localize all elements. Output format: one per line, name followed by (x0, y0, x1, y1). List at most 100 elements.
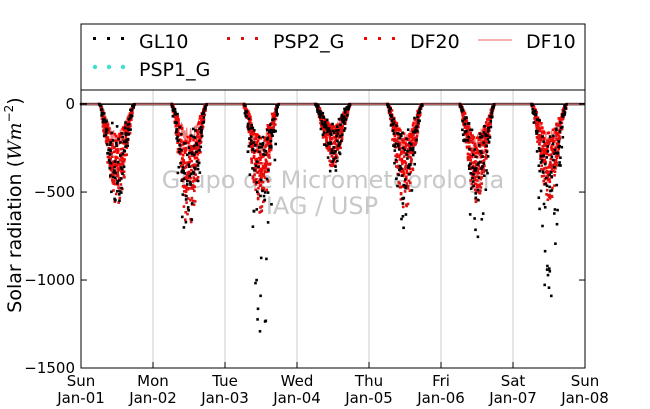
df20-point (257, 180, 261, 183)
gl10-point (478, 160, 482, 164)
psp2-g-point (470, 173, 474, 176)
psp2-g-point (266, 162, 270, 166)
df20-point (267, 153, 271, 157)
psp2-g-point (477, 142, 481, 145)
gl10-point (195, 160, 199, 163)
df20-point (121, 147, 125, 150)
df20-point (539, 152, 543, 155)
psp2-g-point (331, 162, 335, 166)
psp2-g-point (269, 127, 272, 130)
legend-marker-sample (378, 37, 381, 40)
gl10-point (397, 132, 400, 136)
x-tick-label-date: Jan-06 (416, 389, 465, 407)
gl10-point (337, 117, 341, 121)
gl10-point (266, 136, 269, 140)
df20-point (408, 145, 411, 148)
psp2-g-point (121, 138, 124, 142)
psp2-g-point (398, 144, 402, 147)
gl10-point (555, 128, 558, 132)
psp2-g-point (187, 170, 191, 174)
psp2-g-point (475, 170, 478, 174)
gl10-point (129, 116, 132, 120)
psp2-g-point (477, 184, 481, 187)
df20-point (188, 149, 191, 152)
gl10-point (330, 151, 333, 155)
df20-point (412, 138, 415, 142)
df20-point (114, 139, 118, 143)
psp2-g-point (185, 201, 188, 204)
legend-marker-sample (364, 37, 367, 40)
df20-point (395, 122, 399, 125)
df20-point (467, 125, 471, 128)
gl10-point (193, 153, 196, 157)
psp2-g-point (488, 134, 491, 137)
x-tick-label-day: Thu (354, 372, 383, 390)
legend-marker-sample (107, 37, 110, 40)
psp2-g-point (187, 161, 191, 164)
gl10-point (200, 134, 204, 138)
df20-point (463, 112, 467, 115)
gl10-point (112, 171, 116, 174)
gl10-point (263, 191, 267, 194)
df20-point (543, 158, 546, 162)
psp2-g-point (408, 189, 412, 192)
gl10-point (474, 168, 478, 172)
psp2-g-point (199, 150, 202, 154)
gl10-point (553, 148, 557, 152)
gl10-point (261, 143, 264, 147)
df20-point (263, 162, 266, 165)
psp2-g-point (110, 142, 114, 145)
psp2-g-point (184, 149, 187, 152)
gl10-point (472, 184, 475, 188)
gl10-point (415, 138, 418, 142)
gl10-point (394, 142, 398, 145)
gl10-point (409, 163, 412, 166)
gl10-point (192, 144, 196, 148)
df20-point (121, 157, 125, 161)
gl10-point (480, 218, 484, 221)
gl10-point (480, 134, 484, 138)
gl10-point (418, 119, 421, 123)
gl10-point (474, 228, 477, 232)
gl10-point (176, 171, 180, 175)
gl10-point (551, 142, 555, 145)
df20-point (193, 151, 196, 155)
df20-point (114, 148, 118, 152)
gl10-point (188, 165, 191, 168)
df20-point (116, 150, 120, 153)
gl10-point (545, 156, 548, 159)
df20-point (547, 153, 551, 157)
gl10-point (269, 144, 273, 148)
gl10-point (542, 154, 545, 157)
psp2-g-point (123, 176, 126, 179)
x-tick-label-date: Jan-07 (488, 389, 537, 407)
df20-point (475, 182, 478, 186)
legend: GL10 PSP2_G DF20 DF10 PSP1_G (80, 23, 586, 91)
psp2-g-point (399, 198, 403, 201)
psp2-g-point (399, 185, 403, 188)
gl10-point (113, 169, 116, 172)
df20-point (468, 153, 472, 156)
gl10-point (195, 143, 199, 147)
df20-point (248, 119, 251, 123)
psp2-g-point (472, 161, 476, 164)
legend-item-psp1-g: PSP1_G (92, 59, 210, 81)
df20-point (195, 140, 199, 143)
psp2-g-point (114, 192, 118, 196)
psp2-g-point (116, 172, 120, 176)
gl10-point (409, 143, 413, 146)
gl10-point (329, 132, 332, 135)
df20-point (399, 129, 402, 132)
df20-point (266, 153, 269, 157)
psp2-g-point (344, 119, 347, 123)
psp2-g-point (186, 163, 189, 167)
psp2-g-point (114, 158, 117, 161)
df20-point (557, 133, 560, 136)
psp2-g-point (189, 199, 192, 202)
psp2-g-point (248, 124, 251, 128)
gl10-point (461, 128, 464, 132)
gl10-point (477, 198, 480, 202)
psp2-g-point (546, 175, 549, 179)
psp2-g-point (409, 151, 412, 155)
gl10-point (261, 189, 264, 193)
